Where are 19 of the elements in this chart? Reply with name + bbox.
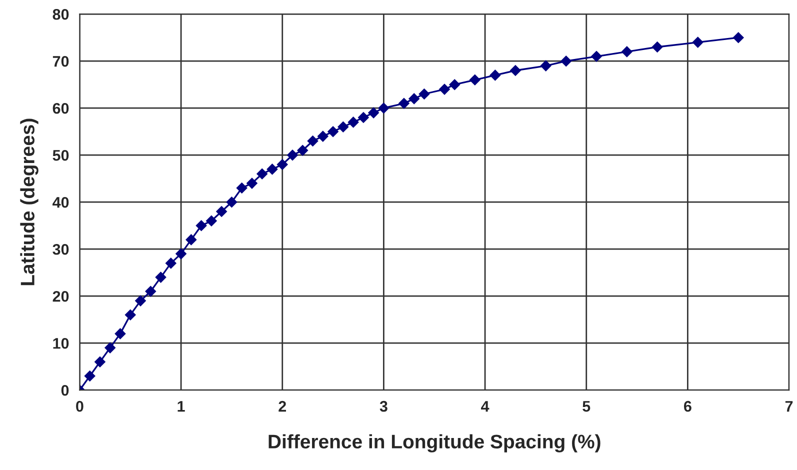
y-axis-title: Latitude (degrees) — [20, 118, 38, 286]
x-tick-label: 0 — [76, 400, 84, 412]
y-tick-label: 80 — [52, 8, 69, 20]
y-tick-label: 20 — [52, 290, 69, 302]
y-tick-label: 40 — [52, 196, 69, 208]
x-tick-label: 6 — [684, 400, 692, 412]
y-tick-label: 60 — [52, 102, 69, 114]
y-tick-label: 50 — [52, 150, 69, 161]
y-tick-label: 30 — [52, 244, 69, 255]
x-tick-label: 3 — [380, 400, 388, 412]
y-tick-label: 0 — [61, 384, 69, 396]
x-tick-label: 5 — [582, 401, 590, 412]
x-axis-title: Difference in Longitude Spacing (%) — [268, 434, 600, 452]
x-tick-label: 4 — [481, 401, 490, 412]
y-tick-label: 10 — [53, 338, 69, 349]
x-tick-label: 1 — [178, 401, 185, 412]
x-tick-label: 2 — [278, 400, 286, 412]
x-tick-label: 7 — [785, 401, 793, 412]
y-tick-label: 70 — [52, 56, 69, 67]
